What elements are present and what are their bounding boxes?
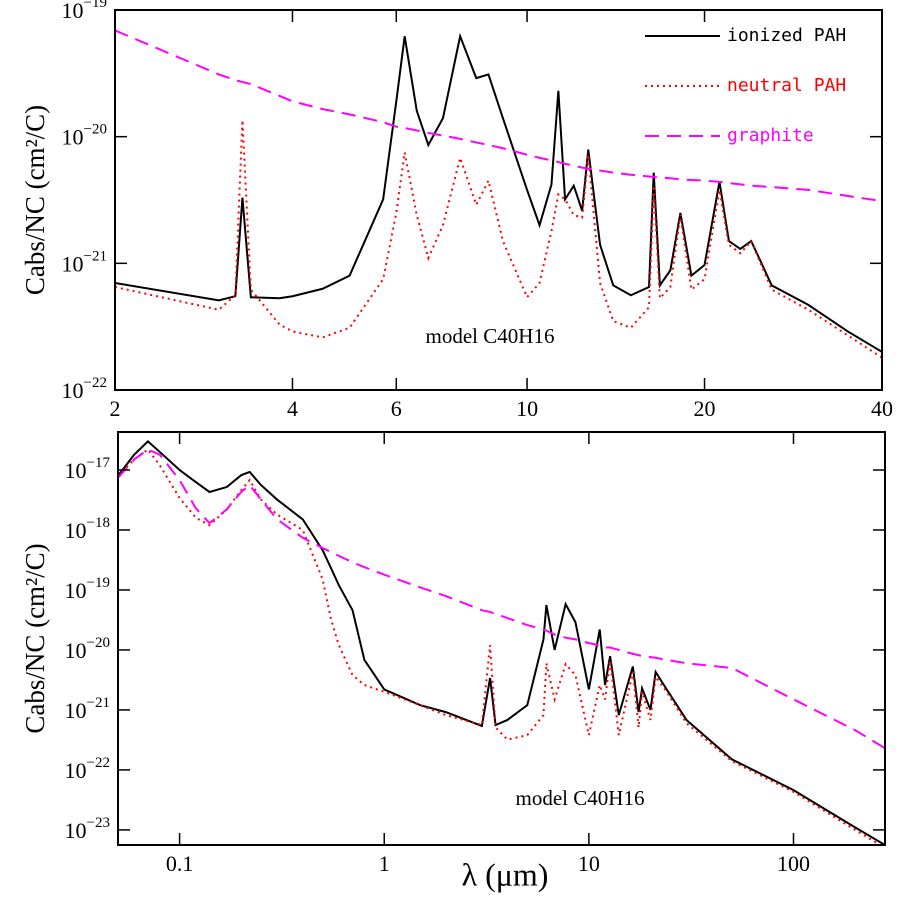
x-tick-label: 10	[516, 396, 538, 421]
x-tick-label: 10	[578, 851, 600, 876]
x-tick-label: 40	[871, 396, 893, 421]
legend-label: neutral PAH	[727, 75, 846, 96]
x-tick-label: 2	[110, 396, 121, 421]
y-tick-label: 10−23	[65, 815, 110, 843]
y-tick-label: 10−19	[65, 575, 110, 603]
x-tick-label: 6	[391, 396, 402, 421]
annotation: model C40H16	[516, 786, 645, 810]
y-axis-label: Cabs/NC (cm²/C)	[20, 105, 50, 295]
y-tick-label: 10−17	[65, 455, 111, 483]
x-tick-label: 4	[287, 396, 298, 421]
legend-label: graphite	[727, 125, 814, 146]
y-tick-label: 10−22	[62, 375, 107, 403]
series-line	[115, 32, 882, 353]
y-tick-label: 10−21	[65, 695, 110, 723]
series-line	[118, 448, 885, 750]
x-tick-label: 20	[694, 396, 716, 421]
x-tick-label: 0.1	[166, 851, 194, 876]
series-line	[118, 440, 885, 845]
series-line	[115, 120, 882, 359]
y-tick-label: 10−20	[62, 122, 107, 150]
y-axis-label: Cabs/NC (cm²/C)	[20, 543, 50, 733]
y-tick-label: 10−22	[65, 755, 110, 783]
annotation: model C40H16	[426, 324, 555, 348]
series-line	[115, 29, 882, 203]
y-tick-label: 10−18	[65, 515, 110, 543]
y-tick-label: 10−19	[62, 0, 107, 23]
x-tick-label: 100	[777, 851, 810, 876]
plot-frame	[117, 431, 886, 846]
series-line	[118, 448, 883, 845]
legend-label: ionized PAH	[727, 25, 846, 46]
y-tick-label: 10−21	[62, 249, 107, 277]
y-tick-label: 10−20	[65, 635, 110, 663]
x-tick-label: 1	[379, 851, 390, 876]
plot-frame	[114, 9, 883, 391]
x-axis-label: λ (μm)	[462, 856, 549, 892]
